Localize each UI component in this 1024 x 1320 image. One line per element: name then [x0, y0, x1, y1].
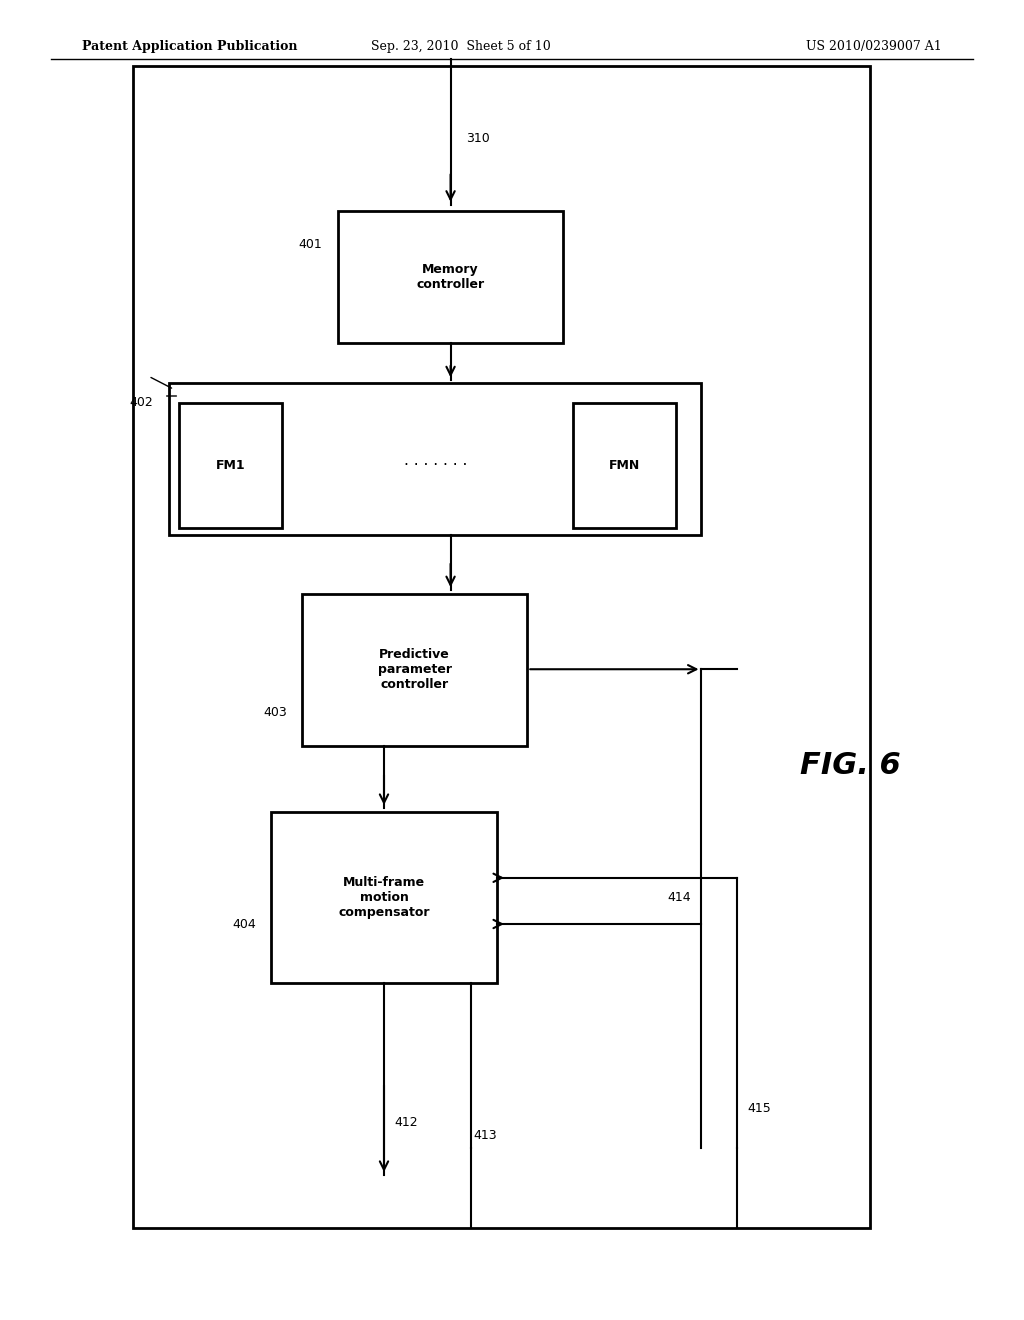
Text: 412: 412 [394, 1115, 418, 1129]
Text: Sep. 23, 2010  Sheet 5 of 10: Sep. 23, 2010 Sheet 5 of 10 [371, 40, 551, 53]
Text: 414: 414 [668, 891, 691, 904]
Text: FM1: FM1 [216, 459, 245, 471]
Text: Predictive
parameter
controller: Predictive parameter controller [378, 648, 452, 692]
Bar [271, 812, 497, 983]
Text: US 2010/0239007 A1: US 2010/0239007 A1 [806, 40, 942, 53]
Text: 401: 401 [299, 238, 323, 251]
Text: FIG. 6: FIG. 6 [800, 751, 900, 780]
Text: 404: 404 [232, 917, 256, 931]
Text: Patent Application Publication: Patent Application Publication [82, 40, 297, 53]
Text: Memory
controller: Memory controller [417, 263, 484, 292]
Bar [169, 383, 701, 535]
Bar [133, 66, 870, 1228]
Text: 413: 413 [473, 1129, 497, 1142]
Text: · · · · · · ·: · · · · · · · [403, 458, 467, 473]
Text: 402: 402 [130, 396, 154, 409]
Bar [302, 594, 527, 746]
Text: 310: 310 [466, 132, 489, 145]
Bar [573, 403, 676, 528]
Text: Multi-frame
motion
compensator: Multi-frame motion compensator [338, 876, 430, 919]
Text: 415: 415 [748, 1102, 771, 1115]
Text: FMN: FMN [609, 459, 640, 471]
Bar [338, 211, 563, 343]
Bar [179, 403, 282, 528]
Text: 403: 403 [263, 706, 287, 719]
